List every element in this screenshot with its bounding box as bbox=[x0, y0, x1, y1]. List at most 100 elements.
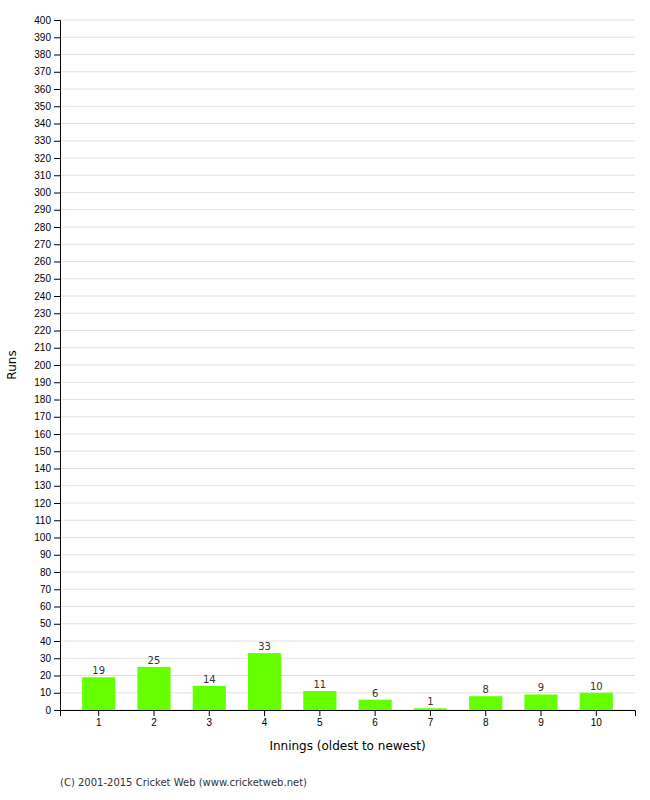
tick-label: 60 bbox=[40, 601, 52, 612]
grid-line bbox=[60, 37, 635, 38]
tick: 70 bbox=[40, 584, 60, 595]
bar bbox=[303, 691, 336, 710]
grid-line bbox=[60, 365, 635, 366]
tick: 240 bbox=[34, 291, 60, 302]
tick-label: 240 bbox=[34, 291, 51, 302]
data-label: 6 bbox=[372, 688, 378, 699]
tick-label: 3 bbox=[206, 717, 212, 728]
tick: 160 bbox=[34, 429, 60, 440]
grid-line bbox=[60, 434, 635, 435]
tick-label: 160 bbox=[34, 429, 51, 440]
tick-label: 6 bbox=[372, 717, 378, 728]
y-axis-title: Runs bbox=[5, 350, 19, 379]
tick: 0 bbox=[45, 705, 60, 716]
tick: 180 bbox=[34, 394, 60, 405]
tick-mark bbox=[54, 331, 60, 332]
grid-line bbox=[60, 347, 635, 348]
tick: 2 bbox=[151, 710, 157, 728]
tick-label: 200 bbox=[34, 360, 51, 371]
y-axis: 0102030405060708090100110120130140150160… bbox=[34, 15, 60, 716]
tick: 200 bbox=[34, 360, 60, 371]
tick-mark bbox=[54, 434, 60, 435]
tick: 90 bbox=[40, 549, 60, 560]
grid-line bbox=[60, 313, 635, 314]
tick: 130 bbox=[34, 480, 60, 491]
tick: 290 bbox=[34, 204, 60, 215]
tick-mark bbox=[209, 710, 210, 716]
grid-line bbox=[60, 641, 635, 642]
tick: 6 bbox=[372, 710, 378, 728]
tick: 380 bbox=[34, 49, 60, 60]
tick-label: 390 bbox=[34, 32, 51, 43]
tick-mark bbox=[264, 710, 265, 716]
tick: 230 bbox=[34, 308, 60, 319]
tick-label: 360 bbox=[34, 84, 51, 95]
grid-line bbox=[60, 623, 635, 624]
data-label: 33 bbox=[258, 641, 271, 652]
tick: 310 bbox=[34, 170, 60, 181]
tick-label: 30 bbox=[40, 653, 52, 664]
tick: 330 bbox=[34, 135, 60, 146]
tick: 4 bbox=[262, 710, 268, 728]
tick-label: 5 bbox=[317, 717, 323, 728]
tick-mark bbox=[54, 89, 60, 90]
data-label: 19 bbox=[92, 665, 105, 676]
plot: 1925143311618910123456789100102030405060… bbox=[5, 15, 636, 753]
tick-label: 400 bbox=[34, 15, 51, 26]
grid-line bbox=[60, 537, 635, 538]
tick-label: 340 bbox=[34, 118, 51, 129]
tick-mark bbox=[98, 710, 99, 716]
data-label: 9 bbox=[538, 682, 544, 693]
tick: 270 bbox=[34, 239, 60, 250]
tick-mark bbox=[54, 279, 60, 280]
tick-mark bbox=[319, 710, 320, 716]
tick: 400 bbox=[34, 15, 60, 26]
grid-line bbox=[60, 658, 635, 659]
tick: 170 bbox=[34, 411, 60, 422]
tick-mark bbox=[54, 20, 60, 21]
data-label: 10 bbox=[590, 681, 603, 692]
tick-label: 220 bbox=[34, 325, 51, 336]
tick: 150 bbox=[34, 446, 60, 457]
bar bbox=[82, 677, 115, 710]
tick-mark bbox=[153, 710, 154, 716]
data-label: 11 bbox=[313, 679, 326, 690]
tick: 100 bbox=[34, 532, 60, 543]
tick-mark bbox=[54, 589, 60, 590]
tick-mark bbox=[596, 710, 597, 716]
grid-line bbox=[60, 192, 635, 193]
tick-mark bbox=[485, 710, 486, 716]
footer: (C) 2001-2015 Cricket Web (www.cricketwe… bbox=[60, 777, 307, 788]
tick: 280 bbox=[34, 222, 60, 233]
grid-line bbox=[60, 382, 635, 383]
tick: 220 bbox=[34, 325, 60, 336]
grid-line bbox=[60, 589, 635, 590]
tick-label: 0 bbox=[45, 705, 51, 716]
tick-label: 90 bbox=[40, 549, 52, 560]
grid-line bbox=[60, 520, 635, 521]
data-label: 1 bbox=[427, 696, 433, 707]
tick-label: 330 bbox=[34, 135, 51, 146]
grid-line bbox=[60, 503, 635, 504]
tick: 8 bbox=[483, 710, 489, 728]
tick-mark bbox=[54, 124, 60, 125]
tick-label: 9 bbox=[538, 717, 544, 728]
tick-label: 70 bbox=[40, 584, 52, 595]
bar bbox=[414, 708, 447, 710]
tick: 320 bbox=[34, 153, 60, 164]
tick-mark bbox=[54, 555, 60, 556]
grid-line bbox=[60, 451, 635, 452]
tick: 3 bbox=[206, 710, 212, 728]
tick-label: 350 bbox=[34, 101, 51, 112]
bar bbox=[193, 686, 226, 710]
tick-label: 10 bbox=[591, 717, 603, 728]
data-label: 14 bbox=[203, 674, 216, 685]
tick-label: 270 bbox=[34, 239, 51, 250]
data-labels: 1925143311618910 bbox=[92, 641, 602, 707]
tick: 5 bbox=[317, 710, 323, 728]
grid-line bbox=[60, 485, 635, 486]
tick: 370 bbox=[34, 66, 60, 77]
tick-mark bbox=[375, 710, 376, 716]
tick: 110 bbox=[35, 515, 60, 526]
tick-mark bbox=[54, 572, 60, 573]
